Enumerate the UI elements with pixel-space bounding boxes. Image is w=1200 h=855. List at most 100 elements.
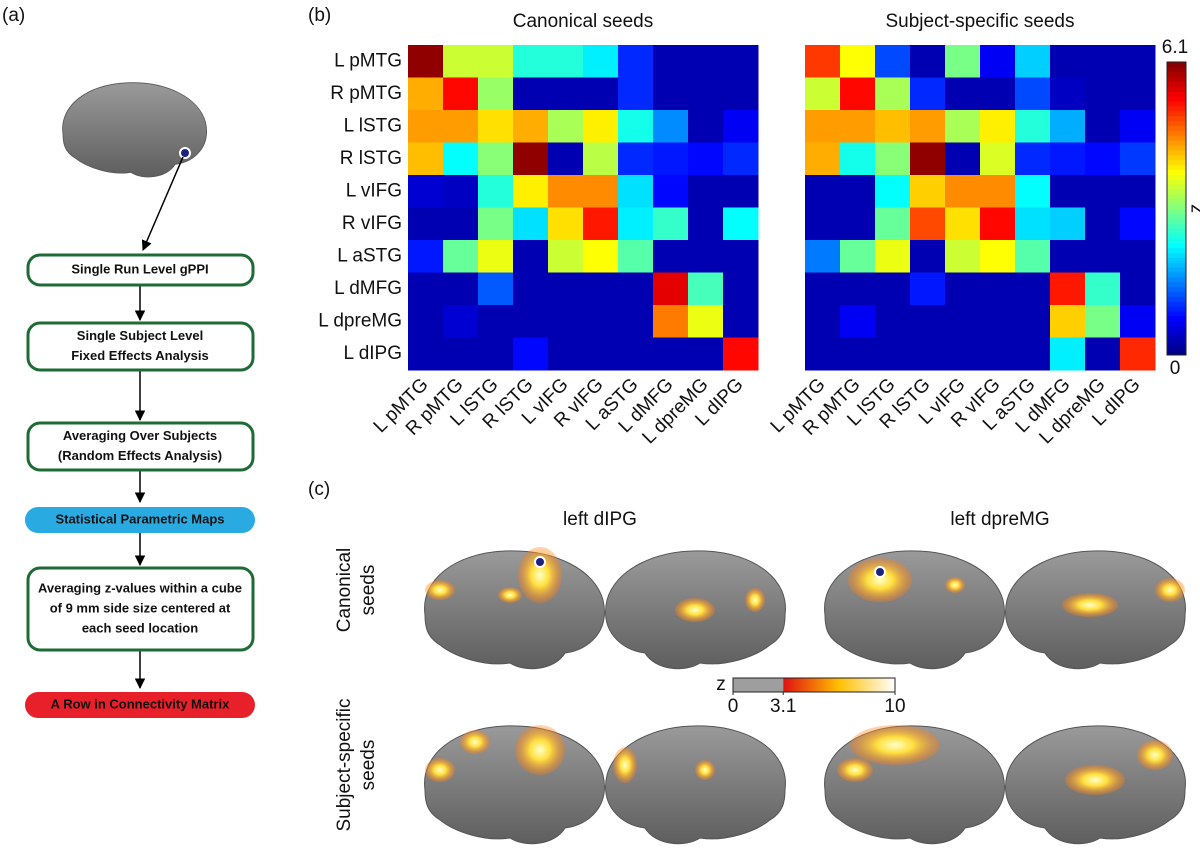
heatmap-cell [723,240,759,273]
heatmap-cell [1085,337,1121,371]
heatmap-cell [548,337,584,371]
heatmap-cell [945,207,981,241]
panel-label: (b) [308,5,331,26]
colorbar-segment [1167,154,1186,161]
colorbar-segment [1167,203,1186,209]
heatmap-cell [1050,305,1086,338]
heatmap-cell [1120,207,1156,241]
y-tick-label: L aSTG [337,245,402,266]
row-title-line: seeds [358,565,379,616]
heatmap-cell [910,110,946,143]
heatmap-cell [840,77,876,111]
colorbar-segment [1167,276,1186,283]
y-tick-label: L dpreMG [318,310,402,331]
colorbar-label: z [1186,204,1200,214]
heatmap-cell [805,110,841,143]
colorbar-segment [1167,286,1186,293]
heatmap-cell [478,110,514,143]
colorbar-segment [1167,169,1186,175]
heatmap-cell [805,272,841,306]
heatmap-cell [653,337,689,371]
brain-images [424,547,1186,845]
heatmap-cell [1050,142,1086,176]
colorbar-segment [1167,145,1186,151]
flow-text: Single Subject Level [77,328,203,343]
heatmap-cell [478,305,514,338]
colorbar-segment [1167,198,1186,205]
heatmap-cell [548,272,584,306]
heatmap-cell [1120,45,1156,78]
heatmap-cell [945,305,981,338]
heatmap-cell [618,77,654,111]
heatmap-cell [618,337,654,371]
heatmap-cell [1120,240,1156,273]
heatmap-cell [478,45,514,78]
heatmap-cell [805,207,841,241]
heatmap-cell [840,240,876,273]
colorbar-segment [1167,291,1186,297]
heatmap-cell [1085,45,1121,78]
heatmap-cell [805,45,841,78]
heatmap-cell [688,337,724,371]
heatmap-cell [980,305,1016,338]
heatmap-cell [618,207,654,241]
heatmap-cell [805,142,841,176]
colorbar-tick-label: 6.1 [1162,37,1188,58]
heatmap-cell [1085,142,1121,176]
heatmap-cell [548,240,584,273]
colorbar-segment [1167,130,1186,136]
flow-text: A Row in Connectivity Matrix [51,696,230,711]
colorbar-segment [1167,325,1186,332]
heatmap-cell [408,207,444,241]
heatmap-cell [653,77,689,111]
heatmap-cell [1050,337,1086,371]
colorbar-segment [1167,184,1186,190]
heatmap-cell [618,305,654,338]
colorbar-segment [1167,267,1186,273]
heatmap-cell [945,337,981,371]
flow-arrows [134,156,184,690]
colorbar-segment [1167,91,1186,97]
colorbar-tick-label: 3.1 [770,696,796,717]
flow-text: Averaging Over Subjects [63,428,217,443]
heatmap-cell [618,240,654,273]
heatmap-cell [443,45,479,78]
heatmap-cell [443,77,479,111]
heatmap-cell [1015,240,1051,273]
heatmap-cell [1015,77,1051,111]
heatmap-cell [875,175,911,208]
colorbar-segment [1167,135,1186,141]
flow-text: of 9 mm side size centered at [50,600,231,615]
heatmap-cell [583,142,619,176]
colorbar-segment [1167,320,1186,327]
heatmap-cell [875,337,911,371]
colorbar-segment [1167,62,1186,68]
colorbar-segment [1167,311,1186,317]
colorbar-segment [1167,159,1186,166]
heatmap-cell [408,305,444,338]
heatmap-cell [980,45,1016,78]
heatmap-cell [840,207,876,241]
heatmap-cell [1015,110,1051,143]
heatmap-cell [723,110,759,143]
heatmap-cell [805,240,841,273]
heatmap-cell [1050,240,1086,273]
colorbar-frame [732,677,896,693]
heatmap-cell [1120,272,1156,306]
flow-text: (Random Effects Analysis) [58,448,222,463]
colorbar-segment [1167,96,1186,102]
heatmap-cell [653,142,689,176]
row-title-line: Canonical [334,548,355,633]
colorbar-segment [1167,306,1186,312]
heatmap-cell [653,207,689,241]
heatmap-cell [723,77,759,111]
heatmap-cell [583,45,619,78]
colorbar-segment [1167,120,1186,126]
heatmap-cell [653,272,689,306]
colorbar-segment [1167,101,1186,107]
heatmap-cell [653,240,689,273]
colorbar-frame [1166,61,1187,356]
heatmap-cell [910,207,946,241]
heatmap-cell [840,175,876,208]
heatmap-cell [1120,77,1156,111]
